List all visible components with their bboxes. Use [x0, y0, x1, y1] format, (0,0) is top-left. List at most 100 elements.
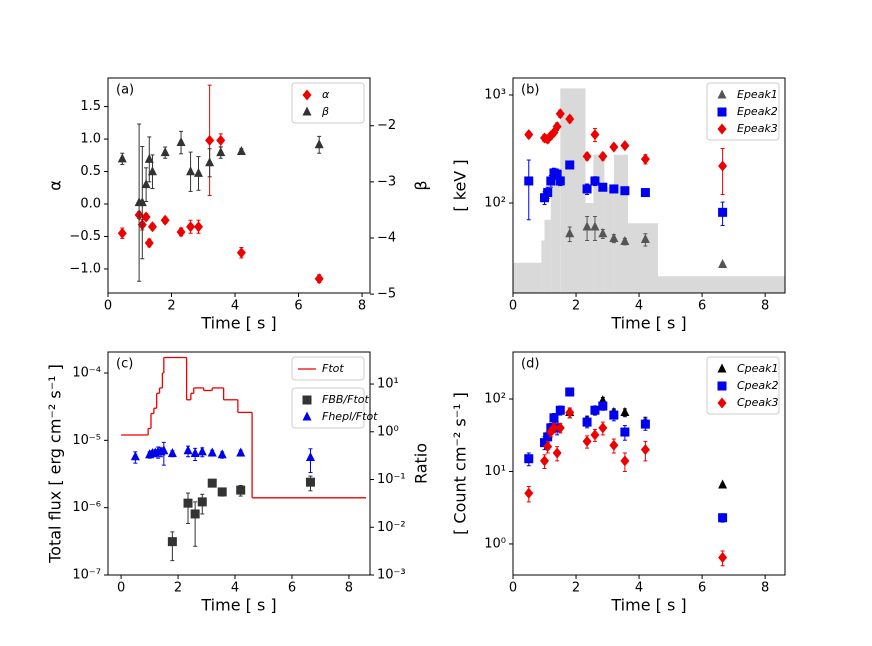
y-tick-label: 10² — [484, 196, 506, 211]
y-tick-label: 1.0 — [80, 132, 101, 147]
marker — [141, 179, 151, 189]
marker — [718, 513, 728, 523]
marker — [160, 214, 170, 226]
x-tick-label: 2 — [174, 581, 182, 596]
y-tick-label: −1.0 — [69, 261, 101, 276]
y-tick-label: 10³ — [484, 87, 506, 102]
marker — [640, 419, 650, 429]
marker — [590, 429, 600, 441]
marker — [718, 479, 728, 489]
x-axis-label: Time [ s ] — [200, 596, 276, 615]
legend-swatch — [717, 397, 727, 409]
marker — [236, 485, 246, 495]
y-tick-label: −0.5 — [69, 229, 101, 244]
marker — [159, 445, 169, 455]
marker — [598, 150, 608, 162]
x-tick-label: 0 — [117, 581, 125, 596]
marker — [137, 197, 147, 207]
marker — [524, 487, 534, 499]
marker — [609, 184, 619, 194]
marker — [598, 401, 608, 411]
histogram-bar — [550, 184, 561, 293]
histogram-bar — [604, 187, 614, 293]
x-tick-label: 0 — [104, 299, 112, 314]
marker — [176, 137, 186, 147]
legend-swatch — [302, 106, 312, 116]
marker — [598, 422, 608, 434]
marker — [141, 211, 151, 223]
x-axis-label: Time [ s ] — [200, 314, 276, 333]
marker — [314, 273, 324, 285]
marker — [609, 141, 619, 153]
marker — [565, 387, 575, 397]
legend-label: Ftot — [322, 362, 344, 375]
marker — [197, 497, 207, 507]
y2-axis-label: β — [412, 180, 431, 190]
marker — [305, 451, 315, 461]
marker — [207, 478, 217, 488]
legend-swatch — [717, 123, 727, 135]
legend-label: Cpeak1 — [737, 362, 779, 375]
x-tick-label: 4 — [635, 581, 643, 596]
y2-tick-label: −3 — [377, 174, 396, 189]
marker — [640, 153, 650, 165]
marker — [167, 448, 177, 458]
marker — [598, 182, 608, 192]
marker — [183, 498, 193, 508]
marker — [590, 405, 600, 415]
axes-frame — [512, 351, 786, 576]
marker — [314, 139, 324, 149]
y-axis-label: [ Count cm⁻² s⁻¹ ] — [451, 392, 470, 535]
marker — [620, 140, 630, 152]
marker — [197, 446, 207, 456]
panel-label: (b) — [521, 83, 539, 98]
histogram-bar — [628, 223, 658, 293]
x-tick-label: 8 — [345, 581, 353, 596]
marker — [620, 455, 630, 467]
marker — [620, 186, 630, 196]
marker — [144, 237, 154, 249]
marker — [609, 439, 619, 451]
x-tick-label: 2 — [572, 581, 580, 596]
y-axis-label: [ keV ] — [451, 159, 470, 211]
legend-swatch — [717, 381, 727, 391]
marker — [565, 228, 575, 238]
marker — [543, 441, 553, 453]
marker — [552, 447, 562, 459]
x-tick-label: 0 — [509, 581, 517, 596]
marker — [640, 233, 650, 243]
legend-label: Cpeak3 — [737, 396, 779, 409]
marker — [543, 432, 553, 442]
panel-label: (c) — [116, 357, 133, 372]
y-tick-label: 10⁻⁴ — [72, 365, 101, 380]
legend-swatch — [717, 363, 727, 373]
marker — [543, 188, 553, 198]
marker — [718, 552, 728, 564]
marker — [236, 247, 246, 259]
y-axis-label: Total flux [ erg cm⁻² s⁻¹ ] — [46, 364, 65, 564]
histogram-bar — [657, 276, 785, 293]
y2-tick-label: −5 — [377, 287, 396, 302]
x-axis-label: Time [ s ] — [610, 314, 686, 333]
marker — [540, 193, 550, 203]
marker — [565, 407, 575, 419]
x-tick-label: 4 — [231, 299, 239, 314]
marker — [186, 166, 196, 176]
marker — [205, 157, 215, 167]
marker — [582, 435, 592, 447]
marker — [546, 176, 556, 186]
legend-label: β — [321, 105, 329, 118]
marker — [549, 422, 559, 434]
marker — [640, 444, 650, 456]
y2-tick-label: 10⁻¹ — [377, 472, 406, 487]
legend-swatch — [302, 89, 312, 101]
histogram-bar — [593, 154, 605, 293]
marker — [147, 221, 157, 233]
legend-label: Fhepl/Ftot — [322, 410, 378, 423]
marker — [305, 477, 315, 487]
y-tick-label: 10² — [484, 391, 506, 406]
marker — [590, 129, 600, 141]
marker — [190, 448, 200, 458]
panel-label: (d) — [521, 357, 539, 372]
